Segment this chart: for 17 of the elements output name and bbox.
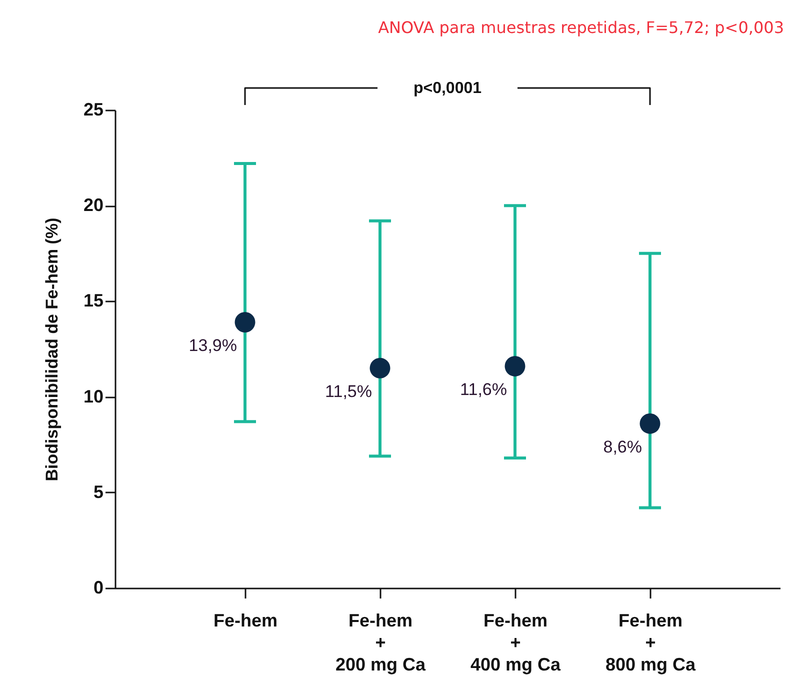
data-label: 8,6%: [603, 438, 642, 457]
x-tick-label: Fe-hem: [213, 610, 278, 630]
x-tick-label: Fe-hem + 200 mg Ca: [335, 610, 427, 674]
y-tick-label: 0: [93, 578, 104, 598]
text: ANOVA para muestras repetidas, F=5,72; p<0,003: [378, 18, 784, 37]
y-tick-label: 20: [83, 195, 104, 216]
data-label: 11,5%: [325, 382, 372, 402]
x-tick-label: Fe-hem + 800 mg Ca: [605, 610, 697, 674]
y-tick-label: 10: [83, 386, 104, 406]
y-tick-label: 5: [93, 482, 104, 502]
data-label: 13,9%: [188, 336, 238, 356]
y-axis-title: Biodisponibilidad de Fe-hem (%): [42, 218, 62, 482]
y-tick-label: 25: [83, 100, 104, 120]
data-label: 11,6%: [460, 380, 507, 400]
text: p<0,0001: [413, 80, 482, 97]
x-tick-label: Fe-hem + 400 mg Ca: [470, 610, 562, 674]
y-tick-label: 15: [83, 290, 104, 311]
